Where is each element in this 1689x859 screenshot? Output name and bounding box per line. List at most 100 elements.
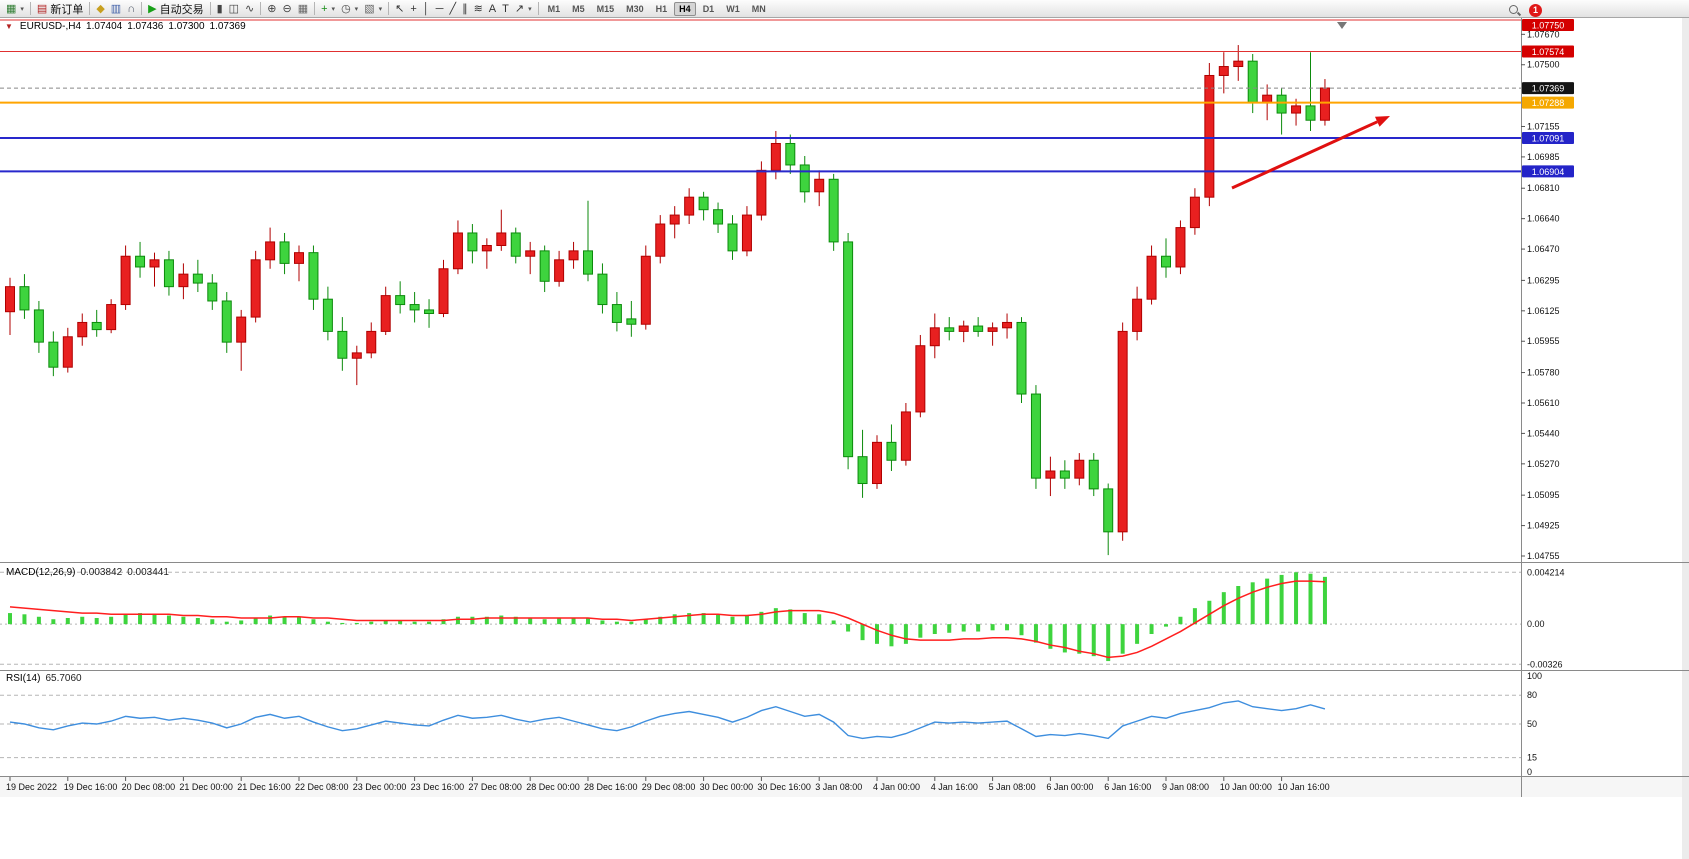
autotrading-button[interactable]: ▶ 自动交易 <box>145 1 206 17</box>
candle-body <box>698 196 709 211</box>
trend-arrow[interactable] <box>1231 120 1378 190</box>
candle-body <box>1262 94 1273 103</box>
time-tick-label: 23 Dec 16:00 <box>411 782 465 792</box>
timeframe-mn-button[interactable]: MN <box>751 3 766 14</box>
timeframe-m1-button[interactable]: M1 <box>547 3 561 14</box>
label-tool-button[interactable]: T <box>499 1 512 17</box>
candle-body <box>684 196 695 216</box>
price-axis[interactable]: 1.07670 1.07500 1.07155 1.06985 1.06810 1.066… <box>1521 19 1574 561</box>
cursor-tool-button[interactable]: ↖ <box>392 1 407 17</box>
candle-body <box>929 327 940 347</box>
toolbar-separator <box>314 2 316 15</box>
tile-windows-icon: ▦ <box>297 2 309 15</box>
macd-histogram-bar <box>846 624 851 632</box>
horizontal-line-tool-icon: ─ <box>435 2 444 15</box>
price-tick-label: 1.06295 <box>1527 275 1560 285</box>
timeframe-m5-button[interactable]: M5 <box>572 3 585 14</box>
price-tick-label: 1.07670 <box>1527 29 1560 39</box>
candle-body <box>1305 105 1316 121</box>
scrollbar[interactable] <box>1682 18 1689 859</box>
autotrading-button-label: 自动交易 <box>159 3 204 16</box>
zoom-in-button[interactable]: ⊕ <box>264 1 279 17</box>
new-order-button-label: 新订单 <box>50 3 84 16</box>
chevron-down-icon: ▾ <box>20 5 24 13</box>
price-badge <box>1522 19 1574 31</box>
candle-body <box>1030 393 1041 479</box>
time-tick-label: 21 Dec 16:00 <box>237 782 291 792</box>
macd-histogram-bar <box>311 619 316 625</box>
price-tick-label: 1.04925 <box>1527 521 1560 531</box>
candle-body <box>1045 470 1056 479</box>
chart-shift-marker-icon[interactable] <box>1337 22 1347 29</box>
timeframe-m15-button[interactable]: M15 <box>596 3 615 14</box>
macd-histogram-bar <box>239 620 244 625</box>
templates-button[interactable]: ▧ ▾ <box>361 1 385 17</box>
macd-histogram-bar <box>788 609 793 625</box>
timeframe-h1-button[interactable]: H1 <box>655 3 668 14</box>
candle-body <box>106 304 117 331</box>
price-tick-label: 1.06985 <box>1527 152 1560 162</box>
timeframe-h4-button[interactable]: H4 <box>674 1 696 16</box>
candle-body <box>828 178 839 243</box>
macd-histogram-bar <box>976 624 981 632</box>
market-depth-icon: ▥ <box>110 2 122 15</box>
macd-histogram-bar <box>36 616 41 625</box>
macd-histogram-bar <box>701 613 706 625</box>
macd-histogram-bar <box>759 611 764 625</box>
fibonacci-tool-button[interactable]: ≋ <box>471 1 486 17</box>
candle-body <box>886 441 897 461</box>
macd-histogram-bar <box>614 621 619 625</box>
macd-histogram-bar <box>1178 616 1183 625</box>
vertical-line-tool-icon: │ <box>422 2 430 15</box>
notification-badge[interactable]: 1 <box>1529 3 1542 17</box>
macd-histogram-bar <box>1062 624 1067 653</box>
rsi-line <box>9 700 1326 740</box>
text-tool-button[interactable]: A <box>486 1 499 17</box>
time-tick-label: 6 Jan 00:00 <box>1046 782 1093 792</box>
new-order-button[interactable]: ▤ 新订单 <box>34 1 86 17</box>
macd-histogram-bar <box>166 615 171 625</box>
chart-window-icon[interactable]: ▼ <box>5 22 13 31</box>
time-axis-band[interactable] <box>0 777 1689 797</box>
macd-histogram-bar <box>513 616 518 625</box>
vertical-line-tool-button[interactable]: │ <box>420 1 433 17</box>
crosshair-tool-icon: + <box>410 2 417 15</box>
rsi-panel: 100 80 50 15 0 <box>0 671 1542 777</box>
candle-body <box>525 250 536 257</box>
candle-body <box>655 223 666 257</box>
search-button[interactable] <box>1504 2 1524 18</box>
tile-windows-button[interactable]: ▦ <box>295 1 311 17</box>
channel-tool-button[interactable]: ∥ <box>459 1 471 17</box>
price-badge-label: 1.07091 <box>1532 133 1565 143</box>
indicators-add-button[interactable]: + ▾ <box>318 1 338 17</box>
macd-histogram-bar <box>22 614 27 625</box>
zoom-out-button[interactable]: ⊖ <box>279 1 294 17</box>
candle-body <box>1002 321 1013 329</box>
candle-body <box>452 232 463 270</box>
toolbar-separator <box>209 2 211 15</box>
alerts-icon[interactable]: ∩ <box>124 1 138 17</box>
candle-body <box>221 300 232 343</box>
horizontal-line-tool-button[interactable]: ─ <box>433 1 447 17</box>
market-depth-icon[interactable]: ▥ <box>108 1 124 17</box>
trendline-tool-button[interactable]: ╱ <box>446 1 459 17</box>
time-tick-label: 21 Dec 00:00 <box>179 782 233 792</box>
rsi-axis-label: 0 <box>1527 767 1532 777</box>
line-chart-mode-button[interactable]: ∿ <box>242 1 257 17</box>
shapes-tool-button[interactable]: ↗ ▾ <box>512 1 535 17</box>
time-tick-label: 6 Jan 16:00 <box>1104 782 1151 792</box>
candle-body <box>799 164 810 193</box>
new-chart-button[interactable]: ▦ ▾ <box>3 1 27 17</box>
trend-arrow-head[interactable] <box>1374 116 1390 127</box>
candle-body <box>192 273 203 284</box>
crosshair-tool-button[interactable]: + <box>407 1 419 17</box>
candlestick-mode-button[interactable]: ◫ <box>226 1 242 17</box>
periods-button[interactable]: ◷ ▾ <box>338 1 361 17</box>
bar-chart-mode-button[interactable]: ▮ <box>214 1 226 17</box>
time-axis[interactable]: 19 Dec 2022 19 Dec 16:00 20 Dec 08:00 21 De… <box>6 777 1330 792</box>
timeframe-m30-button[interactable]: M30 <box>626 3 644 14</box>
history-center-icon[interactable]: ◆ <box>93 1 107 17</box>
timeframe-w1-button[interactable]: W1 <box>726 3 740 14</box>
timeframe-d1-button[interactable]: D1 <box>702 3 715 14</box>
